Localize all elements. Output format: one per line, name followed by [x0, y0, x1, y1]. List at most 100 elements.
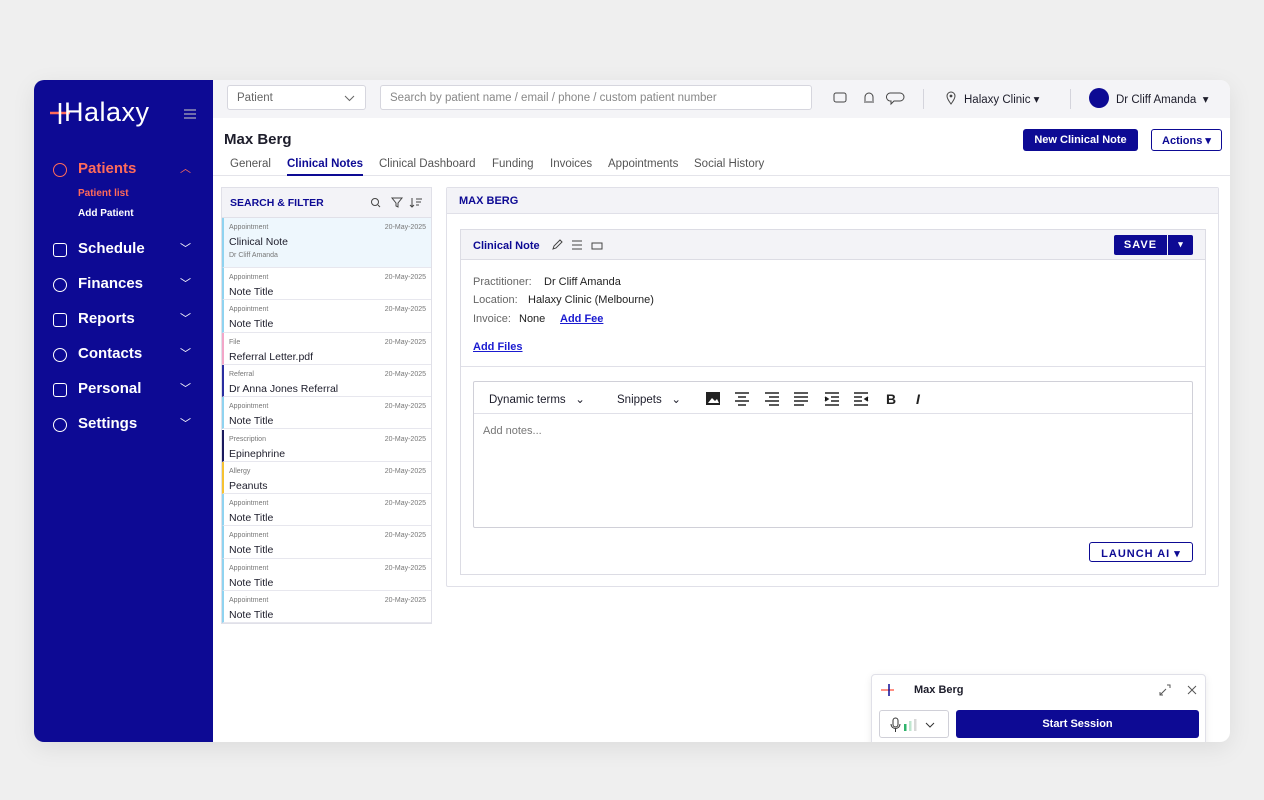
save-button[interactable]: SAVE: [1114, 235, 1167, 255]
topbar: Patient Search by patient name / email /…: [213, 80, 1230, 118]
practitioner: Dr Cliff Amanda: [544, 276, 621, 288]
item-date: 20-May-2025: [384, 274, 426, 281]
item-date: 20-May-2025: [384, 224, 426, 231]
item-date: 20-May-2025: [384, 597, 426, 604]
item-title: Dr Anna Jones Referral: [229, 382, 339, 395]
filter-title: SEARCH & FILTER: [230, 197, 324, 209]
chevron: [344, 95, 355, 102]
location: Halaxy Clinic (Melbourne): [528, 294, 654, 306]
item-title: Note Title: [229, 609, 274, 621]
save-dropdown[interactable]: ▾: [1168, 235, 1193, 255]
nav-item[interactable]: Patients: [78, 160, 137, 177]
nav-item[interactable]: Reports: [78, 310, 135, 327]
note-title-icons[interactable]: [552, 239, 604, 251]
filter-item[interactable]: Appointment 20-May-2025 Note Title: [222, 526, 431, 559]
nav-item[interactable]: Settings: [78, 415, 138, 432]
session-widget: Max Berg Start Session: [871, 674, 1206, 742]
item-title: Referral Letter.pdf: [229, 350, 314, 363]
logo-mark: [50, 103, 70, 124]
filter-item[interactable]: Appointment 20-May-2025 Note Title: [222, 591, 431, 624]
filter-item[interactable]: Appointment 20-May-2025 Note Title: [222, 300, 431, 333]
nav-item[interactable]: Schedule: [78, 240, 145, 257]
filter-item[interactable]: Appointment 20-May-2025 Clinical Note Dr Cl…: [222, 218, 431, 268]
tab[interactable]: Clinical Notes: [287, 158, 364, 176]
filter-item[interactable]: Appointment 20-May-2025 Note Title: [222, 268, 431, 301]
menu-toggle[interactable]: [184, 109, 196, 119]
item-sub: Dr Cliff Amanda: [229, 252, 278, 259]
filter-icons[interactable]: [370, 197, 424, 209]
item-date: 20-May-2025: [384, 532, 426, 540]
top-icons[interactable]: [833, 90, 923, 106]
filter-item[interactable]: File 20-May-2025 Referral Letter.pdf: [222, 332, 431, 365]
pin-icon: [946, 91, 956, 105]
tab[interactable]: General: [230, 158, 271, 170]
launch-ai-text: LAUNCH AI: [1101, 548, 1171, 560]
item-type: Appointment: [229, 306, 269, 314]
patient-select[interactable]: Patient: [227, 85, 366, 110]
tab[interactable]: Appointments: [608, 158, 679, 170]
tab[interactable]: Funding: [492, 158, 534, 170]
nav-chevron: ﹀: [180, 278, 191, 290]
nav-item[interactable]: Contacts: [78, 345, 143, 362]
tab[interactable]: Social History: [694, 158, 765, 170]
filter-item[interactable]: Appointment 20-May-2025 Note Title: [222, 397, 431, 430]
avatar[interactable]: [1089, 88, 1109, 108]
session-logo: [881, 684, 894, 696]
item-type: Appointment: [229, 224, 269, 231]
svg-text:I: I: [916, 391, 921, 407]
item-title: Note Title: [229, 544, 274, 557]
tab[interactable]: Invoices: [550, 158, 593, 170]
filter-item[interactable]: Allergy 20-May-2025 Peanuts: [222, 461, 431, 495]
user-menu[interactable]: Dr Cliff Amanda ▾: [1116, 94, 1209, 106]
item-title: Note Title: [229, 286, 274, 298]
nav-icon: [53, 163, 67, 177]
snippets[interactable]: Snippets ⌄: [617, 394, 681, 406]
filter-item[interactable]: Appointment 20-May-2025 Note Title: [222, 558, 431, 591]
note-panel: MAX BERG Clinical Note SAVE ▾ Practition…: [446, 187, 1219, 587]
item-type: Referral: [229, 370, 254, 378]
search-input[interactable]: Search by patient name / email / phone /…: [380, 85, 812, 110]
filter-header: SEARCH & FILTER: [222, 188, 431, 218]
tabs-line: [213, 175, 1230, 176]
item-type: Appointment: [229, 403, 269, 411]
filter-panel: SEARCH & FILTER Appointment 20-May-2025 Cl…: [221, 187, 432, 624]
app-window: Halaxy Patients ︿ Patient list Add Patient S…: [34, 80, 1230, 742]
dynamic-terms[interactable]: Dynamic terms ⌄: [489, 394, 585, 406]
note-card-header: Clinical Note SAVE ▾: [461, 230, 1205, 260]
start-session-button[interactable]: Start Session: [956, 710, 1199, 738]
new-note-button[interactable]: New Clinical Note: [1023, 129, 1138, 151]
session-patient: Max Berg: [914, 684, 964, 696]
nav-icon: [53, 278, 67, 292]
filter-item[interactable]: Prescription 20-May-2025 Epinephrine: [222, 429, 431, 462]
nav-item[interactable]: Personal: [78, 380, 142, 397]
user-name: Dr Cliff Amanda: [1116, 94, 1197, 106]
patient-name: Max Berg: [224, 131, 292, 148]
svg-text:B: B: [886, 391, 896, 407]
session-controls[interactable]: [1159, 684, 1199, 696]
nav-subitem[interactable]: Add Patient: [78, 208, 134, 219]
nav-icon: [53, 348, 67, 362]
actions-button[interactable]: Actions ▾: [1151, 129, 1222, 151]
nav-subitem[interactable]: Patient list: [78, 188, 129, 199]
launch-ai-button[interactable]: LAUNCH AI ▾: [1089, 542, 1193, 562]
add-fee-link[interactable]: Add Fee: [560, 313, 604, 325]
item-title: Clinical Note: [229, 236, 288, 248]
mic-select[interactable]: [879, 710, 949, 738]
filter-item[interactable]: Referral 20-May-2025 Dr Anna Jones Referra…: [222, 364, 431, 398]
item-date: 20-May-2025: [384, 403, 426, 411]
add-files-link[interactable]: Add Files: [473, 341, 523, 353]
item-date: 20-May-2025: [384, 370, 426, 378]
filter-item[interactable]: Appointment 20-May-2025 Note Title: [222, 494, 431, 527]
clinic-select[interactable]: Halaxy Clinic ▾: [964, 94, 1040, 106]
nav-item[interactable]: Finances: [78, 275, 144, 292]
item-title: Note Title: [229, 318, 274, 331]
nav-chevron: ﹀: [180, 383, 191, 395]
mic-icon: [890, 717, 935, 732]
tab[interactable]: Clinical Dashboard: [379, 158, 476, 170]
nav-icon: [53, 383, 67, 397]
note-panel-heading: MAX BERG: [447, 188, 1218, 214]
snippets-text: Snippets: [617, 394, 662, 406]
editor-placeholder[interactable]: Add notes...: [483, 425, 542, 437]
